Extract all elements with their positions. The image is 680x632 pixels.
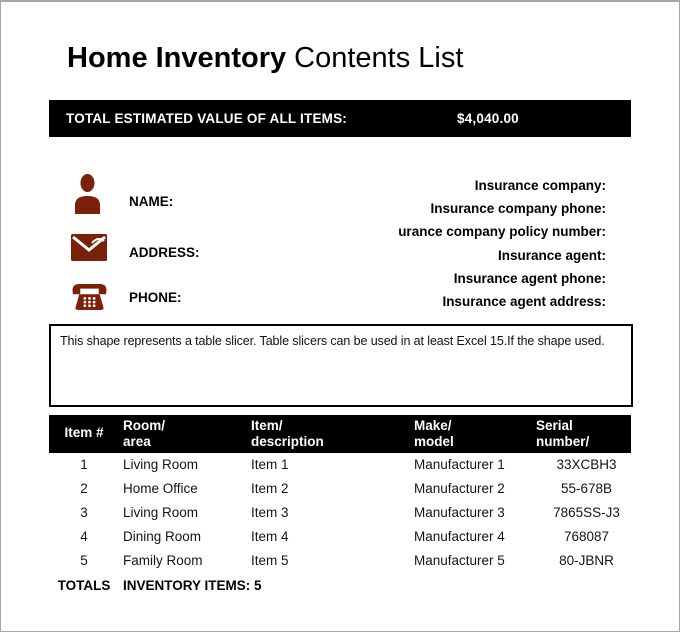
inventory-table-header: Item # Room/area Item/description Make/m… [49, 415, 631, 453]
table-row: 2 Home Office Item 2 Manufacturer 2 55-6… [49, 477, 631, 501]
cell-item-number: 5 [80, 553, 88, 568]
cell-item-description: Item 2 [251, 481, 289, 496]
insurance-agent-label: Insurance agent: [497, 247, 606, 263]
table-slicer-note: This shape represents a table slicer. Ta… [60, 334, 605, 348]
insurance-info-section: Insurance company: Insurance company pho… [206, 174, 606, 313]
total-value-label: TOTAL ESTIMATED VALUE OF ALL ITEMS: [66, 111, 347, 126]
header-room-area: Room/area [123, 417, 165, 450]
phone-icon [71, 282, 108, 312]
cell-make-model: Manufacturer 1 [414, 457, 505, 472]
phone-field-label: PHONE: [129, 290, 182, 305]
cell-item-number: 2 [80, 481, 88, 496]
table-row: 4 Dining Room Item 4 Manufacturer 4 7680… [49, 525, 631, 549]
cell-serial-number: 55-678B [560, 481, 613, 496]
name-field-label: NAME: [129, 194, 174, 209]
inventory-items-count: INVENTORY ITEMS: 5 [123, 578, 262, 593]
table-slicer-placeholder: This shape represents a table slicer. Ta… [49, 324, 633, 407]
cell-item-number: 4 [80, 529, 88, 544]
cell-room-area: Home Office [123, 481, 198, 496]
cell-make-model: Manufacturer 4 [414, 529, 505, 544]
cell-item-description: Item 1 [251, 457, 289, 472]
cell-make-model: Manufacturer 5 [414, 553, 505, 568]
cell-serial-number: 7865SS-J3 [553, 505, 620, 520]
cell-room-area: Living Room [123, 457, 199, 472]
total-value-amount: $4,040.00 [457, 111, 519, 126]
cell-room-area: Dining Room [123, 529, 202, 544]
envelope-icon [71, 234, 107, 261]
cell-item-number: 3 [80, 505, 88, 520]
cell-serial-number: 80-JBNR [559, 553, 614, 568]
page-title: Home Inventory Contents List [67, 42, 463, 75]
cell-room-area: Family Room [123, 553, 203, 568]
insurance-agent-phone-label: Insurance agent phone: [453, 270, 606, 286]
cell-room-area: Living Room [123, 505, 199, 520]
insurance-company-label: Insurance company: [474, 178, 606, 193]
insurance-company-phone-label: Insurance company phone: [430, 201, 606, 217]
table-row: 3 Living Room Item 3 Manufacturer 3 7865… [49, 501, 631, 525]
header-make-model: Make/model [414, 417, 454, 450]
insurance-policy-number-label: urance company policy number: [398, 224, 606, 240]
cell-serial-number: 768087 [563, 529, 610, 544]
cell-make-model: Manufacturer 2 [414, 481, 505, 496]
cell-serial-number: 33XCBH3 [556, 457, 617, 472]
table-row: 5 Family Room Item 5 Manufacturer 5 80-J… [49, 549, 631, 573]
cell-make-model: Manufacturer 3 [414, 505, 505, 520]
cell-item-description: Item 3 [251, 505, 289, 520]
header-serial-number: Serial number/ [536, 417, 590, 450]
totals-row: TOTALS INVENTORY ITEMS: 5 [49, 574, 631, 598]
totals-label: TOTALS [57, 578, 111, 593]
page-title-bold: Home Inventory [67, 42, 287, 74]
total-value-bar: TOTAL ESTIMATED VALUE OF ALL ITEMS: $4,0… [49, 100, 631, 137]
header-item-description: Item/description [251, 417, 324, 450]
header-item-number: Item # [64, 425, 104, 440]
person-icon [74, 174, 101, 214]
cell-item-description: Item 5 [251, 553, 289, 568]
cell-item-number: 1 [80, 457, 88, 472]
address-field-label: ADDRESS: [129, 245, 200, 260]
page-title-regular: Contents List [294, 42, 464, 74]
cell-item-description: Item 4 [251, 529, 289, 544]
insurance-agent-address-label: Insurance agent address: [442, 294, 606, 310]
table-row: 1 Living Room Item 1 Manufacturer 1 33XC… [49, 453, 631, 477]
